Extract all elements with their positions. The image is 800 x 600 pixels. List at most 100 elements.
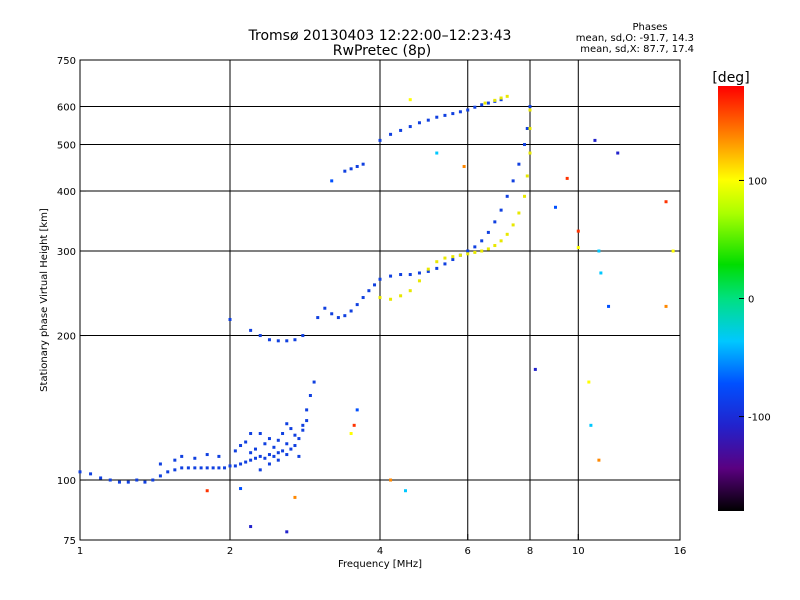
y-tick-label: 500 — [57, 141, 76, 152]
data-point — [664, 200, 668, 204]
data-point — [389, 132, 393, 136]
data-point — [599, 271, 603, 275]
data-point — [180, 466, 184, 470]
colorbar-tick-label: -100 — [748, 413, 771, 424]
data-point — [458, 253, 462, 257]
data-point — [466, 252, 470, 256]
colorbar-ticks: 100 0 -100 — [739, 176, 771, 424]
data-point — [244, 440, 248, 444]
data-point — [525, 174, 529, 178]
data-point — [228, 464, 232, 468]
data-point — [258, 468, 262, 472]
data-point — [276, 339, 280, 343]
legend-line-x: mean, sd,X: 87.7, 17.4 — [580, 44, 694, 55]
data-point — [108, 478, 112, 482]
data-point — [158, 462, 162, 466]
data-point — [480, 249, 484, 253]
data-point — [426, 118, 430, 122]
data-point — [486, 230, 490, 234]
data-point — [399, 273, 403, 277]
data-point — [343, 169, 347, 173]
data-point — [239, 462, 243, 466]
data-point — [205, 489, 209, 493]
data-point — [367, 289, 371, 293]
x-tick-label: 2 — [227, 546, 233, 557]
data-point — [511, 179, 515, 183]
data-point — [378, 138, 382, 142]
data-point — [166, 470, 170, 474]
data-point — [276, 438, 280, 442]
data-point — [486, 247, 490, 251]
data-point — [276, 458, 280, 462]
data-point — [408, 125, 412, 129]
data-point — [308, 394, 312, 398]
x-tick-label: 4 — [377, 546, 383, 557]
data-point — [426, 269, 430, 273]
data-point — [117, 480, 121, 484]
y-tick-label: 600 — [57, 103, 76, 114]
data-point — [361, 296, 365, 300]
data-point — [193, 456, 197, 460]
data-point — [426, 267, 430, 271]
data-point — [205, 466, 209, 470]
x-tick-label: 1 — [77, 546, 83, 557]
data-point — [258, 334, 262, 338]
data-point — [597, 249, 601, 253]
data-point — [443, 113, 447, 117]
data-point — [89, 472, 93, 476]
data-point — [173, 468, 177, 472]
data-point — [293, 495, 297, 499]
y-tick-label: 75 — [63, 536, 76, 547]
y-tick-label: 100 — [57, 476, 76, 487]
y-tick-label: 300 — [57, 247, 76, 258]
data-point — [253, 447, 257, 451]
data-point — [285, 453, 289, 457]
data-point — [305, 408, 309, 412]
data-point — [466, 108, 470, 112]
data-point — [349, 432, 353, 436]
data-point — [253, 456, 257, 460]
data-point — [451, 112, 455, 116]
data-point — [451, 258, 455, 262]
y-tick-label: 750 — [57, 56, 76, 67]
data-point — [664, 304, 668, 308]
data-point — [330, 312, 334, 316]
y-tick-label: 400 — [57, 187, 76, 198]
data-point — [258, 432, 262, 436]
data-point — [480, 239, 484, 243]
data-point — [517, 162, 521, 166]
data-point — [435, 266, 439, 270]
data-point — [523, 194, 527, 198]
data-point — [263, 442, 267, 446]
legend-line-o: mean, sd,O: -91.7, 14.3 — [576, 33, 694, 44]
data-point — [267, 462, 271, 466]
data-point — [493, 244, 497, 248]
data-point — [378, 277, 382, 281]
data-point — [473, 105, 477, 109]
data-point — [511, 223, 515, 227]
data-point — [239, 487, 243, 491]
data-point — [297, 437, 301, 441]
data-point — [523, 143, 527, 147]
data-point — [473, 245, 477, 249]
data-point — [349, 309, 353, 313]
data-point — [458, 110, 462, 114]
data-point — [301, 423, 305, 427]
axis-ticks: 1 2 4 6 8 10 16 75 100 200 300 400 500 600 750 — [57, 56, 686, 557]
data-point — [616, 151, 620, 155]
data-point — [528, 126, 532, 130]
chart-title: Tromsø 20130403 12:22:00–12:23:43 — [248, 28, 512, 44]
data-point — [272, 454, 276, 458]
data-point — [267, 453, 271, 457]
data-point — [289, 427, 293, 431]
data-point — [587, 380, 591, 384]
data-point — [493, 220, 497, 224]
data-point — [249, 328, 253, 332]
colorbar-tick-label: 100 — [748, 176, 767, 187]
data-point — [533, 367, 537, 371]
data-point — [435, 260, 439, 264]
data-point — [293, 444, 297, 448]
data-point — [417, 271, 421, 275]
data-point — [493, 98, 497, 102]
